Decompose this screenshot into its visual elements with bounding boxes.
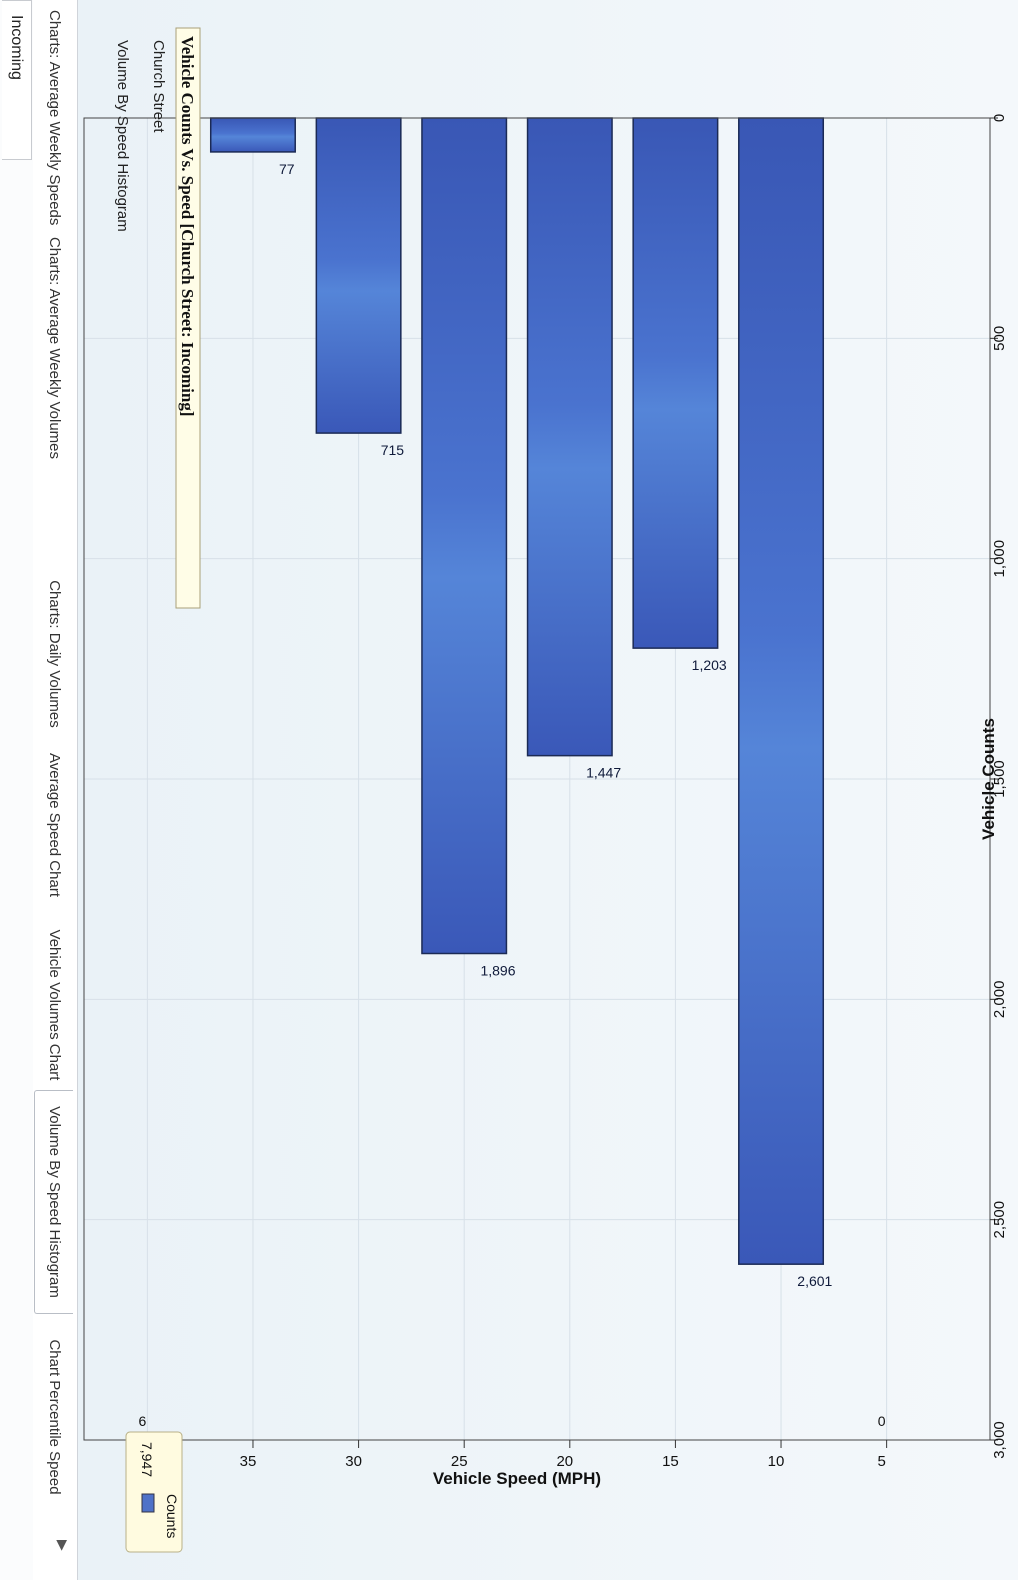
histogram-chart: 2,601 1,203 1,447 1,896 715 77 0 500 1,000 1,500… (83, 27, 1008, 1553)
bin-count-label: 6 (138, 1413, 146, 1429)
axes: 0 500 1,000 1,500 2,000 2,500 3,000 5 10 15 20 25 30… (83, 114, 1008, 1488)
triangle-right-icon[interactable]: ▶ (55, 1540, 71, 1551)
bar-value-label: 1,203 (692, 657, 727, 673)
x-tick-label: 25 (451, 1453, 468, 1470)
bars: 2,601 1,203 1,447 1,896 715 77 (209, 117, 833, 1289)
tab-average-weekly-volumes[interactable]: Charts: Average Weekly Volumes (46, 236, 63, 460)
x-tick-label: 35 (240, 1453, 257, 1470)
bar-value-label: 715 (381, 442, 405, 458)
chart-panel: 2,601 1,203 1,447 1,896 715 77 0 500 1,000 1,500… (78, 0, 1018, 1580)
legend: 7,947 Counts (125, 1431, 183, 1553)
bin-count-label: 0 (878, 1413, 886, 1429)
tab-average-speed-chart[interactable]: Average Speed Chart (46, 753, 63, 897)
x-tick-label: 5 (877, 1453, 885, 1470)
y-tick-label: 2,000 (991, 981, 1008, 1019)
tab-volume-by-speed-histogram[interactable]: Volume By Speed Histogram (34, 1090, 73, 1314)
y-tick-label: 1,500 (991, 760, 1008, 798)
bar (209, 117, 296, 153)
bar (421, 117, 508, 955)
tab-vehicle-volumes-chart[interactable]: Vehicle Volumes Chart (46, 929, 63, 1081)
y-tick-label: 0 (991, 114, 1008, 122)
y-axis-title: Vehicle Counts (979, 718, 998, 840)
bar (738, 117, 825, 1265)
legend-swatch (141, 1493, 155, 1513)
y-tick-label: 2,500 (991, 1201, 1008, 1239)
bar (632, 117, 719, 649)
y-tick-label: 500 (991, 326, 1008, 351)
chart-tabstrip: Charts: Average Weekly Speeds Charts: Av… (33, 0, 78, 1580)
bar-value-label: 2,601 (797, 1273, 832, 1289)
x-tick-label: 10 (768, 1453, 785, 1470)
chart-subtitle-1: Church Street (150, 40, 167, 133)
bar-value-label: 77 (279, 161, 295, 177)
bar (526, 117, 613, 757)
tab-chart-percentile-speed[interactable]: Chart Percentile Speed (46, 1339, 63, 1495)
chart-subtitle-2: Volume By Speed Histogram (114, 40, 131, 232)
bar-value-label: 1,447 (586, 765, 621, 781)
tab-daily-volumes[interactable]: Charts: Daily Volumes (46, 580, 63, 728)
bar (315, 117, 402, 434)
legend-label: Counts (164, 1494, 180, 1538)
chart-title-box: Vehicle Counts Vs. Speed [Church Street:… (175, 27, 201, 609)
chart-title: Vehicle Counts Vs. Speed [Church Street:… (178, 36, 197, 416)
legend-total: 7,947 (139, 1442, 155, 1477)
x-tick-label: 15 (662, 1453, 679, 1470)
x-axis-title: Vehicle Speed (MPH) (433, 1469, 601, 1488)
x-tick-label: 30 (345, 1453, 362, 1470)
x-tick-label: 20 (556, 1453, 573, 1470)
tab-average-weekly-speeds[interactable]: Charts: Average Weekly Speeds (46, 10, 63, 226)
y-tick-label: 3,000 (991, 1421, 1008, 1459)
y-tick-label: 1,000 (991, 540, 1008, 578)
tab-incoming[interactable]: Incoming (2, 0, 32, 160)
bar-value-label: 1,896 (480, 963, 515, 979)
